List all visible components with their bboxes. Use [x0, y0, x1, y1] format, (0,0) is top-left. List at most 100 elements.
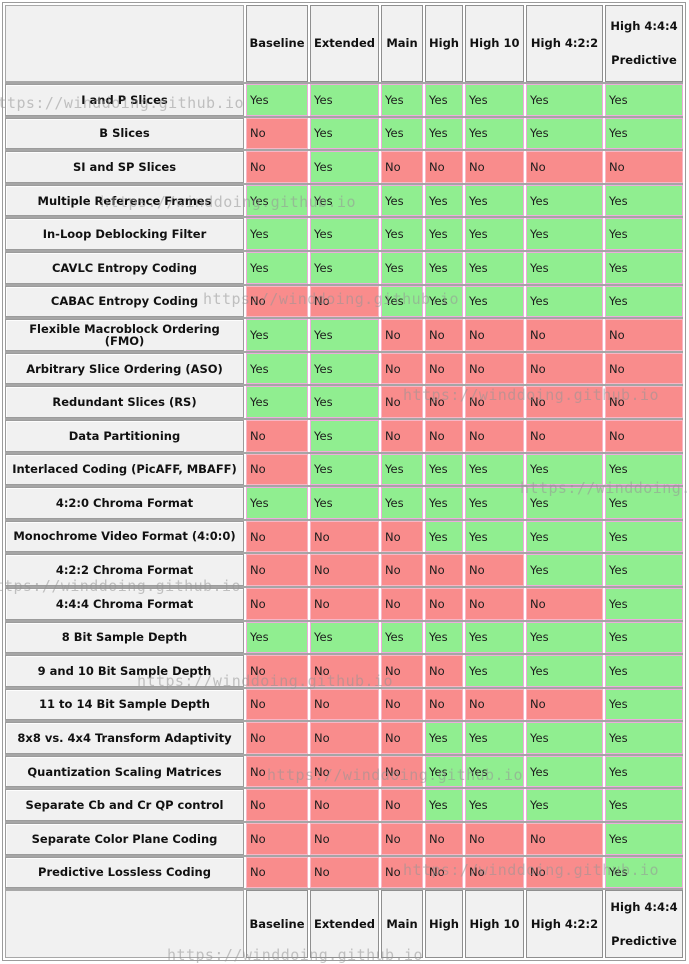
feature-label: 8x8 vs. 4x4 Transform Adaptivity — [5, 722, 244, 754]
support-cell-baseline: No — [246, 554, 308, 586]
support-cell-high-4-2-2: No — [526, 688, 603, 721]
support-cell-baseline: No — [246, 722, 308, 754]
support-cell-high-4-4-4: Yes — [605, 655, 683, 687]
support-cell-extended: No — [310, 520, 379, 553]
support-cell-high-10: No — [465, 823, 524, 855]
feature-label: 4:2:0 Chroma Format — [5, 487, 244, 519]
support-cell-high-4-4-4: Yes — [605, 789, 683, 822]
column-header-extended: Extended — [310, 5, 379, 82]
support-cell-high: No — [425, 587, 463, 620]
support-cell-baseline: No — [246, 755, 308, 788]
support-cell-high-4-4-4: Yes — [605, 722, 683, 754]
support-cell-high-4-2-2: Yes — [526, 184, 603, 217]
support-cell-extended: No — [310, 755, 379, 788]
support-cell-high: No — [425, 856, 463, 889]
support-cell-high-10: Yes — [465, 621, 524, 654]
support-cell-baseline: No — [246, 688, 308, 721]
support-cell-high: Yes — [425, 453, 463, 486]
support-cell-high-4-4-4: Yes — [605, 520, 683, 553]
support-cell-extended: No — [310, 688, 379, 721]
footer-row: Baseline Extended Main High High 10 High 4:2:… — [5, 888, 683, 958]
feature-label: Separate Color Plane Coding — [5, 823, 244, 855]
support-cell-high: No — [425, 554, 463, 586]
support-cell-high-10: No — [465, 419, 524, 452]
support-cell-high: Yes — [425, 84, 463, 116]
support-cell-main: No — [381, 755, 423, 788]
support-cell-main: No — [381, 554, 423, 586]
support-cell-baseline: No — [246, 655, 308, 687]
column-header-text: High 4:4:4 — [610, 19, 678, 34]
support-cell-extended: Yes — [310, 218, 379, 250]
feature-label: 8 Bit Sample Depth — [5, 621, 244, 654]
support-cell-high: No — [425, 151, 463, 183]
column-header-text: Main — [386, 36, 418, 51]
support-cell-extended: Yes — [310, 184, 379, 217]
column-header-main: Main — [381, 5, 423, 82]
support-cell-high-4-2-2: No — [526, 823, 603, 855]
support-cell-high-4-4-4: Yes — [605, 755, 683, 788]
support-cell-main: Yes — [381, 184, 423, 217]
support-cell-high-10: Yes — [465, 184, 524, 217]
footer-corner-cell — [5, 890, 244, 958]
support-cell-high-10: Yes — [465, 218, 524, 250]
feature-label: SI and SP Slices — [5, 151, 244, 183]
support-cell-extended: Yes — [310, 319, 379, 351]
support-cell-high-4-2-2: Yes — [526, 554, 603, 586]
support-cell-high-10: Yes — [465, 285, 524, 318]
support-cell-high-10: No — [465, 319, 524, 351]
support-cell-high-4-4-4: Yes — [605, 285, 683, 318]
support-cell-high: Yes — [425, 218, 463, 250]
support-cell-baseline: Yes — [246, 487, 308, 519]
support-cell-extended: No — [310, 722, 379, 754]
support-cell-high-4-2-2: Yes — [526, 84, 603, 116]
support-cell-high-10: Yes — [465, 520, 524, 553]
column-header-high-10: High 10 — [465, 890, 524, 958]
column-header-text: Baseline — [249, 916, 305, 931]
support-cell-high: Yes — [425, 117, 463, 150]
support-cell-high-10: Yes — [465, 117, 524, 150]
support-cell-extended: No — [310, 856, 379, 889]
feature-label: CABAC Entropy Coding — [5, 285, 244, 318]
column-header-extended: Extended — [310, 890, 379, 958]
support-cell-high-4-4-4: Yes — [605, 823, 683, 855]
feature-row-predictive-lossless-coding: Predictive Lossless Coding No No No No No No Ye… — [5, 854, 683, 889]
support-cell-high-4-4-4: Yes — [605, 688, 683, 721]
header-corner-cell — [5, 5, 244, 82]
support-cell-high: Yes — [425, 722, 463, 754]
support-cell-baseline: No — [246, 856, 308, 889]
support-cell-high-4-2-2: Yes — [526, 487, 603, 519]
support-cell-high-4-2-2: No — [526, 419, 603, 452]
support-cell-main: Yes — [381, 487, 423, 519]
support-cell-baseline: No — [246, 151, 308, 183]
support-cell-high-10: Yes — [465, 755, 524, 788]
feature-label: Monochrome Video Format (4:0:0) — [5, 520, 244, 553]
support-cell-high-4-2-2: No — [526, 587, 603, 620]
column-header-text: Main — [386, 916, 418, 931]
feature-row-interlaced-coding-picaff-mbaff: Interlaced Coding (PicAFF, MBAFF) No Yes Ye… — [5, 451, 683, 486]
column-header-baseline: Baseline — [246, 5, 308, 82]
feature-label: 4:2:2 Chroma Format — [5, 554, 244, 586]
support-cell-main: Yes — [381, 285, 423, 318]
feature-label: 11 to 14 Bit Sample Depth — [5, 688, 244, 721]
column-header-high-4-2-2: High 4:2:2 — [526, 890, 603, 958]
feature-label: I and P Slices — [5, 84, 244, 116]
support-cell-extended: Yes — [310, 352, 379, 385]
support-cell-extended: Yes — [310, 251, 379, 284]
support-cell-main: No — [381, 386, 423, 418]
support-cell-baseline: No — [246, 117, 308, 150]
feature-row-4-4-4-chroma-format: 4:4:4 Chroma Format No No No No No No Yes — [5, 585, 683, 620]
column-header-high-4-4-4-predictive: High 4:4:4 Predictive — [605, 5, 683, 82]
column-header-high-10: High 10 — [465, 5, 524, 82]
support-cell-main: No — [381, 151, 423, 183]
support-cell-extended: Yes — [310, 386, 379, 418]
column-header-text: Extended — [313, 916, 376, 931]
support-cell-high-10: No — [465, 688, 524, 721]
column-header-text: Predictive — [611, 933, 677, 948]
support-cell-main: Yes — [381, 84, 423, 116]
support-cell-high: No — [425, 655, 463, 687]
support-cell-high-10: No — [465, 587, 524, 620]
feature-row-monochrome-video-format-4-0-0: Monochrome Video Format (4:0:0) No No No Yes… — [5, 518, 683, 553]
column-header-text: Predictive — [611, 53, 677, 67]
support-cell-main: Yes — [381, 218, 423, 250]
